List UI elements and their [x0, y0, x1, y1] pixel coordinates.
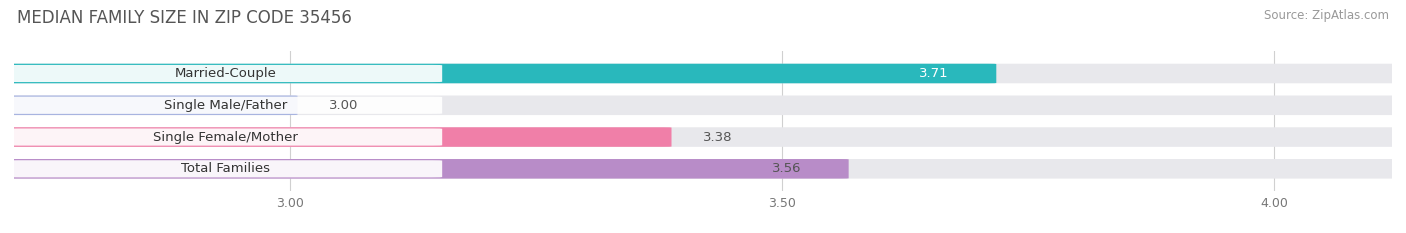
- Text: Source: ZipAtlas.com: Source: ZipAtlas.com: [1264, 9, 1389, 22]
- Text: 3.71: 3.71: [920, 67, 949, 80]
- Text: Married-Couple: Married-Couple: [174, 67, 277, 80]
- FancyBboxPatch shape: [6, 64, 997, 83]
- Text: 3.56: 3.56: [772, 162, 801, 175]
- FancyBboxPatch shape: [10, 97, 441, 114]
- FancyBboxPatch shape: [6, 159, 1400, 179]
- FancyBboxPatch shape: [6, 127, 672, 147]
- FancyBboxPatch shape: [10, 160, 441, 177]
- Text: Single Female/Mother: Single Female/Mother: [153, 130, 298, 144]
- FancyBboxPatch shape: [10, 65, 441, 82]
- Text: Single Male/Father: Single Male/Father: [165, 99, 287, 112]
- FancyBboxPatch shape: [6, 159, 849, 179]
- FancyBboxPatch shape: [6, 64, 1400, 83]
- Text: 3.00: 3.00: [329, 99, 359, 112]
- FancyBboxPatch shape: [6, 96, 298, 115]
- FancyBboxPatch shape: [6, 96, 1400, 115]
- Text: 3.38: 3.38: [703, 130, 733, 144]
- FancyBboxPatch shape: [10, 128, 441, 146]
- Text: MEDIAN FAMILY SIZE IN ZIP CODE 35456: MEDIAN FAMILY SIZE IN ZIP CODE 35456: [17, 9, 352, 27]
- Text: Total Families: Total Families: [181, 162, 270, 175]
- FancyBboxPatch shape: [6, 127, 1400, 147]
